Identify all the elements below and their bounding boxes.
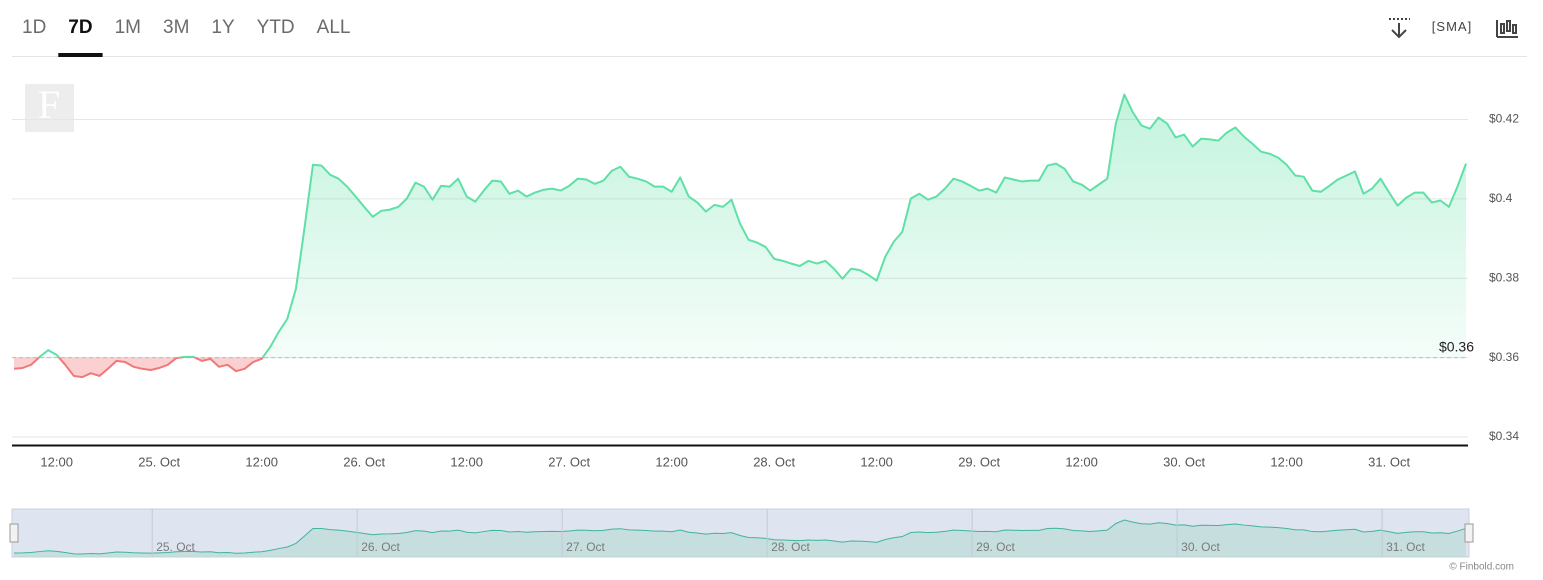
range-button[interactable]: 1M [115,17,141,38]
x-tick-label: 12:00 [860,454,893,469]
range-button[interactable]: 1D [22,17,46,38]
price-line-down [13,357,264,379]
active-range-underline [58,53,103,57]
range-button[interactable]: YTD [257,17,295,38]
y-tick-label: $0.4 [1489,191,1513,205]
navigator-handle-left[interactable] [9,523,19,543]
x-tick-label: 12:00 [1065,454,1098,469]
navigator-tick-label: 26. Oct [361,540,400,554]
x-tick-label: 12:00 [655,454,688,469]
y-tick-label: $0.42 [1489,112,1519,126]
navigator-tick-label: 27. Oct [566,540,605,554]
price-line-up [37,93,1467,358]
x-tick-label: 30. Oct [1163,454,1205,469]
y-tick-label: $0.34 [1489,429,1519,443]
x-tick-label: 28. Oct [753,454,795,469]
x-tick-label: 12:00 [450,454,483,469]
x-tick-label: 12:00 [1270,454,1303,469]
credit: © Finbold.com [1449,562,1514,573]
x-tick-label: 12:00 [40,454,73,469]
navigator-tick-label: 30. Oct [1181,540,1220,554]
navigator-tick-label: 25. Oct [156,540,195,554]
navigator-handle-right[interactable] [1464,523,1474,543]
indicator-button[interactable]: [SMA] [1432,19,1472,34]
range-button[interactable]: 7D [68,17,92,38]
x-tick-label: 29. Oct [958,454,1000,469]
baseline-label: $0.36 [1439,338,1474,354]
y-tick-label: $0.36 [1489,350,1519,364]
indicator-label[interactable]: SMA [1436,19,1467,34]
navigator-area [14,520,1466,557]
x-tick-label: 12:00 [245,454,278,469]
navigator-tick-label: 29. Oct [976,540,1015,554]
x-tick-label: 25. Oct [138,454,180,469]
chart-type-icon[interactable] [1496,20,1518,38]
area-above [14,94,1466,358]
x-tick-label: 31. Oct [1368,454,1410,469]
y-tick-label: $0.38 [1489,270,1519,284]
range-button[interactable]: 1Y [211,17,235,38]
navigator-tick-label: 28. Oct [771,540,810,554]
logo-box [25,84,74,132]
logo: F [38,82,60,127]
x-tick-label: 27. Oct [548,454,590,469]
download-icon[interactable] [1389,18,1410,39]
navigator-tick-label: 31. Oct [1386,540,1425,554]
range-button[interactable]: 3M [163,17,189,38]
navigator-line [13,519,1467,555]
x-tick-label: 26. Oct [343,454,385,469]
range-button[interactable]: ALL [317,17,351,38]
